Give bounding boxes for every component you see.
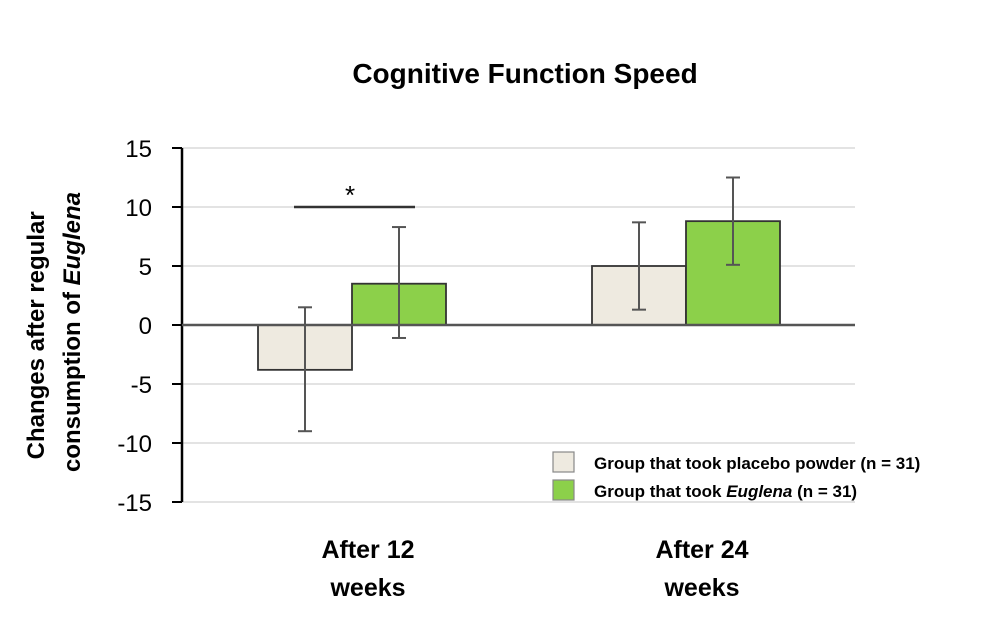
category-label-line2: weeks	[329, 574, 405, 602]
y-tick-label: 10	[125, 195, 152, 222]
chart-title: Cognitive Function Speed	[352, 58, 697, 89]
legend-label-prefix: Group that took	[594, 482, 726, 501]
legend-swatch	[552, 451, 575, 473]
legend-label-prefix: Group that took placebo powder (n = 31)	[594, 454, 920, 473]
legend-label-suffix: (n = 31)	[792, 482, 857, 501]
legend: Group that took placebo powder (n = 31) G…	[552, 451, 920, 501]
y-axis-label-line2-prefix: consumption of	[59, 285, 86, 472]
legend-label-italic: Euglena	[726, 482, 792, 501]
y-axis-label: Changes after regular consumption of Eug…	[23, 192, 86, 472]
category-label-line1: After 12	[321, 536, 414, 564]
x-category-labels: After 12 weeks After 24 weeks	[321, 536, 748, 602]
category-label-line2: weeks	[663, 574, 739, 602]
y-tick-label: 5	[139, 254, 152, 281]
bars	[257, 220, 781, 371]
y-tick-label: -5	[131, 372, 152, 399]
significance-star: *	[345, 180, 355, 210]
legend-label: Group that took Euglena (n = 31)	[594, 482, 857, 501]
y-axis-label-line2-italic: Euglena	[59, 192, 86, 285]
y-tick-label: -10	[117, 431, 152, 458]
y-tick-label: 15	[125, 136, 152, 163]
y-tick-label: 0	[139, 313, 152, 340]
y-axis: 15 10 5 0 -5 -10 -15	[117, 136, 184, 517]
y-axis-label-line1: Changes after regular	[23, 211, 50, 459]
legend-swatch	[552, 479, 575, 501]
annotations: *	[294, 180, 415, 210]
category-label-line1: After 24	[655, 536, 748, 564]
legend-label: Group that took placebo powder (n = 31)	[594, 454, 920, 473]
y-tick-label: -15	[117, 490, 152, 517]
error-bars	[298, 176, 740, 433]
y-axis-label-line2: consumption of Euglena	[59, 192, 86, 472]
